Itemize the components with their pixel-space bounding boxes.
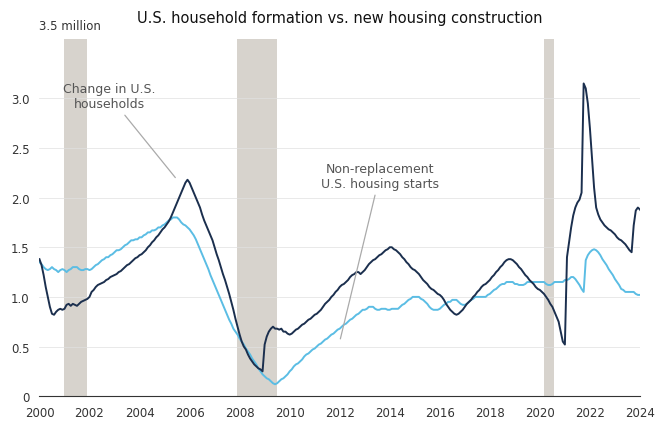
Bar xyxy=(544,40,554,396)
Text: 3.5 million: 3.5 million xyxy=(39,20,101,33)
Text: Non-replacement
U.S. housing starts: Non-replacement U.S. housing starts xyxy=(321,162,439,339)
Bar xyxy=(237,40,277,396)
Bar xyxy=(65,40,87,396)
Title: U.S. household formation vs. new housing construction: U.S. household formation vs. new housing… xyxy=(137,11,542,26)
Text: Change in U.S.
households: Change in U.S. households xyxy=(63,83,175,178)
